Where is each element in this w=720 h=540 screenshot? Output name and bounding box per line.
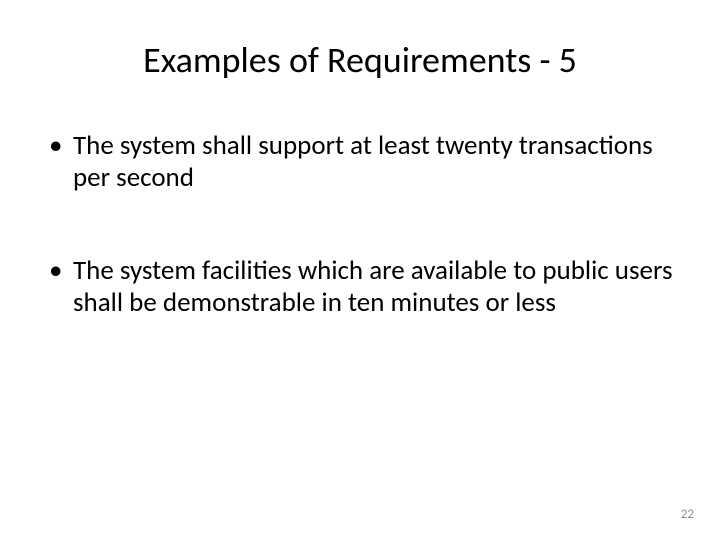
slide-container: Examples of Requirements - 5 The system … <box>0 0 720 540</box>
list-item: The system shall support at least twenty… <box>45 130 675 195</box>
page-number: 22 <box>681 507 694 522</box>
list-item: The system facilities which are availabl… <box>45 255 675 320</box>
bullet-list: The system shall support at least twenty… <box>45 130 675 320</box>
slide-title: Examples of Requirements - 5 <box>45 38 675 82</box>
